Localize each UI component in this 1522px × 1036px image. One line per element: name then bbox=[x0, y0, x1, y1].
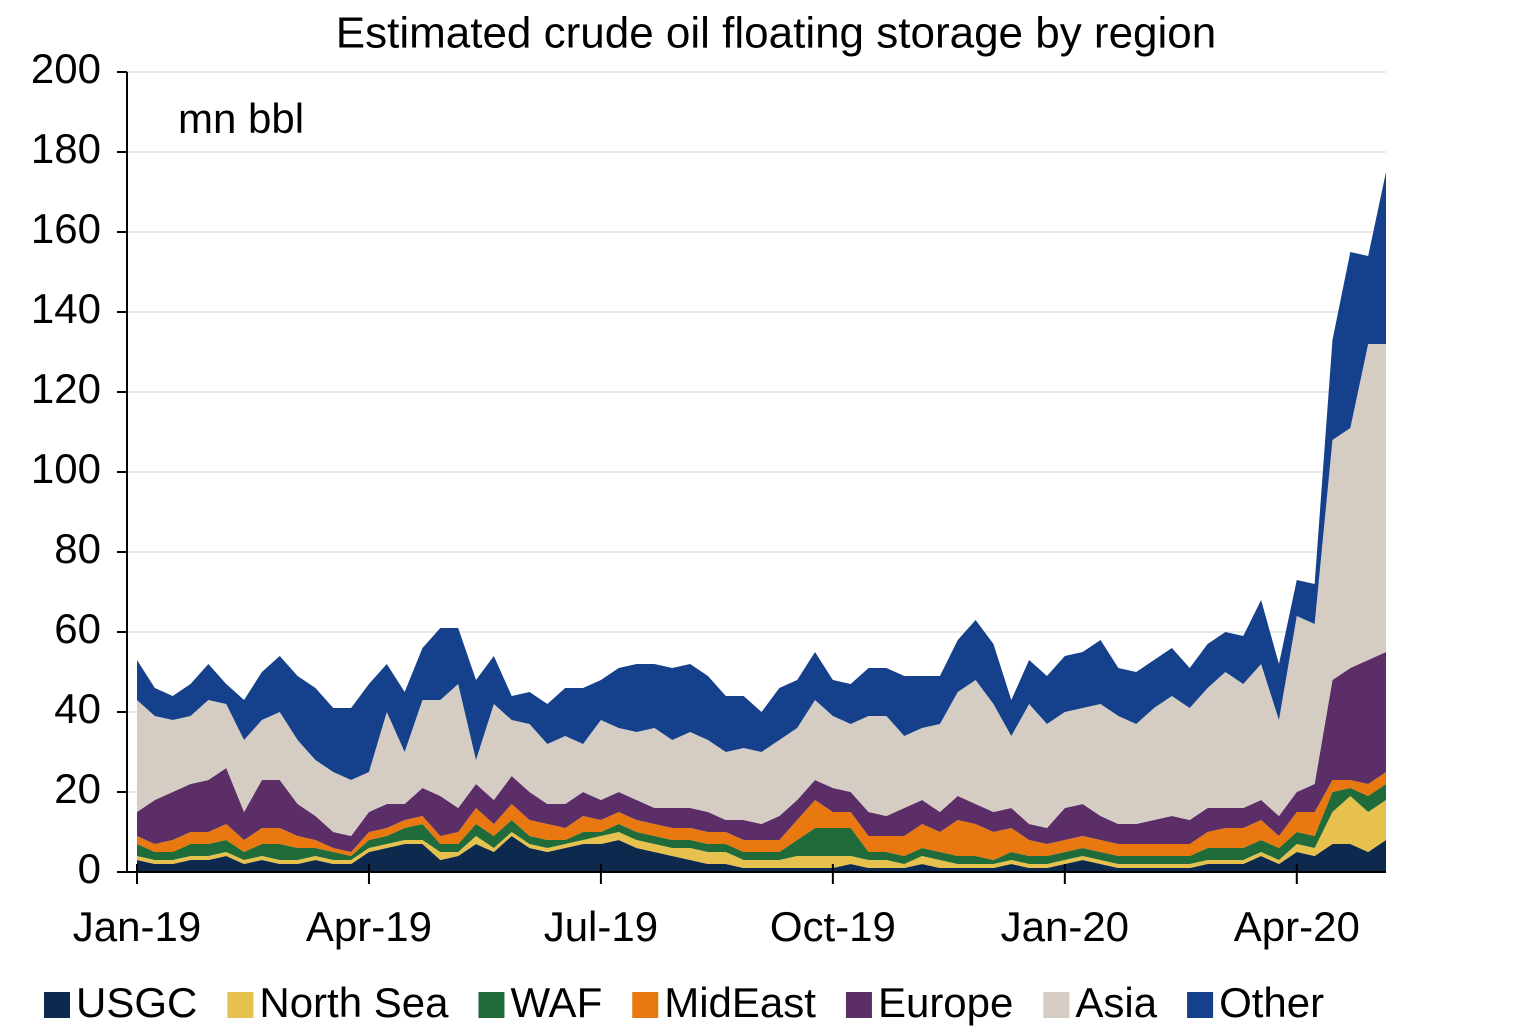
axis-unit: mn bbl bbox=[178, 95, 304, 142]
legend-label: Asia bbox=[1075, 979, 1157, 1026]
legend-swatch bbox=[1043, 992, 1070, 1018]
legend-swatch bbox=[632, 992, 659, 1018]
x-tick-label: Jan-20 bbox=[1001, 903, 1129, 950]
y-tick-label: 140 bbox=[31, 285, 101, 332]
legend-swatch bbox=[1187, 992, 1214, 1018]
area bbox=[137, 344, 1386, 836]
chart-title: Estimated crude oil floating storage by … bbox=[336, 9, 1217, 58]
legend-swatch bbox=[478, 992, 505, 1018]
area bbox=[137, 836, 1386, 872]
axes: 0 20 40 60 80 100 120 140 160 180 200 Jan-19 Apr-19 J… bbox=[31, 45, 1386, 950]
legend-label: Europe bbox=[878, 979, 1013, 1026]
y-tick-label: 100 bbox=[31, 445, 101, 492]
legend-label: USGC bbox=[76, 979, 197, 1026]
y-tick-label: 40 bbox=[54, 685, 101, 732]
legend: USGC North Sea WAF MidEast Europe Asia Other bbox=[44, 979, 1324, 1026]
y-tick-label: 80 bbox=[54, 525, 101, 572]
y-tick-label: 20 bbox=[54, 765, 101, 812]
x-tick-label: Apr-19 bbox=[306, 903, 432, 950]
x-tick-label: Jul-19 bbox=[544, 903, 658, 950]
x-tick-label: Oct-19 bbox=[770, 903, 896, 950]
x-tick-label: Jan-19 bbox=[73, 903, 201, 950]
y-tick-label: 0 bbox=[78, 845, 101, 892]
y-tick-label: 200 bbox=[31, 45, 101, 92]
y-tick-label: 60 bbox=[54, 605, 101, 652]
y-tick-label: 120 bbox=[31, 365, 101, 412]
y-tick-label: 160 bbox=[31, 205, 101, 252]
y-tick-label: 180 bbox=[31, 125, 101, 172]
area bbox=[137, 172, 1386, 780]
legend-swatch bbox=[44, 992, 70, 1018]
x-tick-label: Apr-20 bbox=[1234, 903, 1360, 950]
legend-label: MidEast bbox=[664, 979, 816, 1026]
legend-label: WAF bbox=[510, 979, 602, 1026]
legend-swatch bbox=[227, 992, 254, 1018]
legend-swatch bbox=[845, 992, 872, 1018]
legend-label: Other bbox=[1219, 979, 1324, 1026]
areas bbox=[137, 172, 1386, 872]
legend-label: North Sea bbox=[259, 979, 449, 1026]
